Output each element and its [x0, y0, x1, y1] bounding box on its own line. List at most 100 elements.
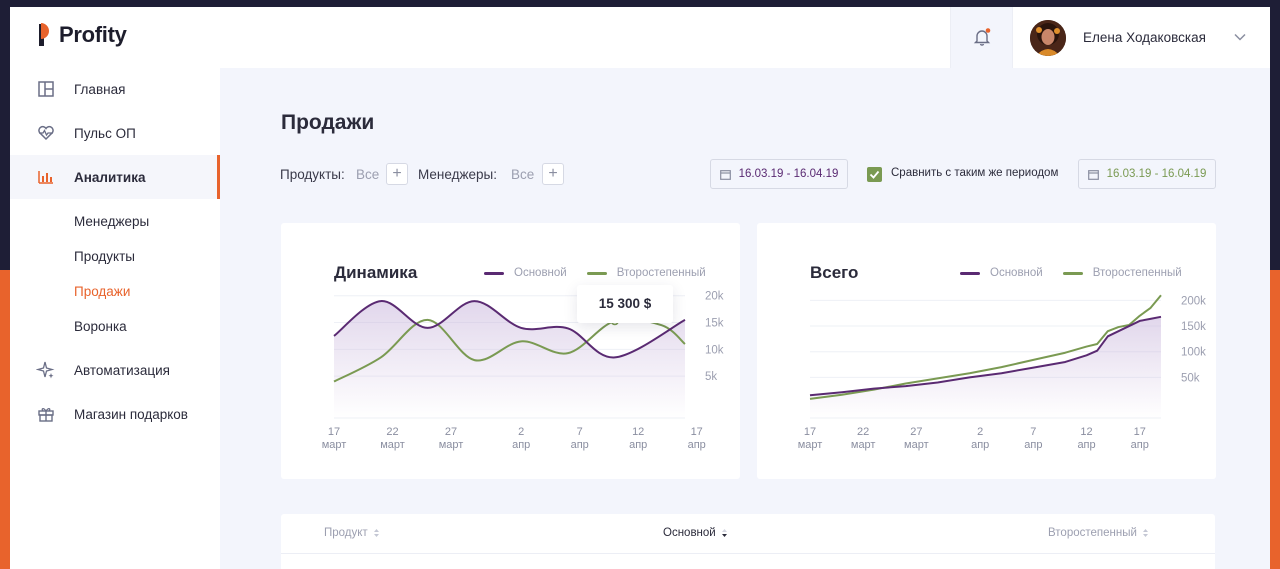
column-header-label: Второстепенный [1048, 527, 1137, 539]
y-tick-label: 10k [705, 344, 724, 356]
legend-label-primary: Основной [990, 267, 1043, 279]
sales-table-body [281, 554, 1215, 569]
legend-swatch-secondary [586, 271, 607, 275]
date-range-primary[interactable]: 16.03.19 - 16.04.19 [710, 159, 848, 189]
legend-swatch-secondary [1062, 271, 1083, 275]
sidebar-item-label: Магазин подарков [74, 406, 188, 422]
column-header-label: Продукт [324, 527, 368, 539]
x-tick-label: 22 [386, 426, 398, 438]
x-tick-label: 27 [445, 426, 457, 438]
dynamics-chart[interactable]: 20k15k10k5k17март22март27март2апр7апр12а… [281, 223, 740, 479]
chart-legend: Основной Второстепенный [484, 267, 706, 279]
series-area-primary [334, 301, 685, 418]
y-tick-label: 5k [705, 371, 717, 383]
managers-filter-value[interactable]: Все [511, 167, 535, 182]
add-manager-filter-button[interactable]: + [542, 163, 564, 185]
x-tick-label: 2 [977, 426, 983, 438]
avatar[interactable] [1030, 20, 1066, 56]
total-chart-card: Всего Основной Второстепенный 200k 150k 10… [757, 223, 1216, 479]
gift-icon [38, 408, 54, 422]
x-tick-label: апр [1024, 439, 1042, 451]
column-header-product[interactable]: Продукт [324, 527, 380, 539]
column-header-primary[interactable]: Основной [663, 527, 728, 539]
bar-chart-icon [38, 171, 53, 184]
x-tick-label: 27 [910, 426, 922, 438]
sidebar-item-home[interactable]: Главная [10, 67, 220, 111]
x-tick-label: 7 [577, 426, 583, 438]
sidebar-subitem-sales[interactable]: Продажи [74, 284, 131, 299]
topbar: Елена Ходаковская [220, 7, 1270, 68]
sidebar-item-pulse[interactable]: Пульс ОП [10, 111, 220, 155]
sidebar-subitem-products[interactable]: Продукты [74, 249, 135, 264]
x-tick-label: 12 [632, 426, 644, 438]
sidebar-item-label: Главная [74, 81, 126, 97]
sort-icon [373, 529, 379, 537]
user-name[interactable]: Елена Ходаковская [1083, 30, 1206, 45]
bell-icon [973, 28, 991, 46]
y-tick-label: 50k [1181, 372, 1200, 384]
y-tick-label: 15k [705, 318, 724, 330]
sparkle-icon [36, 361, 55, 379]
column-header-secondary[interactable]: Второстепенный [1048, 527, 1149, 539]
series-line-secondary [809, 294, 1162, 400]
total-chart[interactable]: 200k150k100k50k17март22март27март2апр7ап… [757, 223, 1216, 479]
app-window: Profity Главная Пульс ОП Аналитика Менед… [10, 7, 1270, 569]
products-filter-value[interactable]: Все [356, 167, 380, 182]
calendar-icon [719, 169, 731, 180]
x-tick-label: март [798, 439, 823, 451]
sidebar-item-label: Пульс ОП [74, 125, 136, 141]
x-tick-label: 12 [1080, 426, 1092, 438]
dynamics-chart-card: Динамика Основной Второстепенный 20k 15k 1… [281, 223, 740, 479]
x-tick-label: 17 [328, 426, 340, 438]
legend-label-secondary: Второстепенный [1092, 267, 1182, 279]
x-tick-label: 17 [1134, 426, 1146, 438]
sort-icon [1142, 529, 1148, 537]
brand-name: Profity [59, 22, 127, 47]
sidebar-subitem-managers[interactable]: Менеджеры [74, 214, 150, 229]
x-tick-label: март [851, 439, 876, 451]
notifications-button[interactable] [950, 7, 1013, 68]
logo[interactable]: Profity [38, 22, 127, 48]
sidebar: Profity Главная Пульс ОП Аналитика Менед… [10, 7, 220, 569]
sidebar-item-label: Аналитика [74, 169, 146, 185]
x-tick-label: март [439, 439, 464, 451]
sidebar-item-analytics[interactable]: Аналитика [10, 155, 220, 199]
series-line-primary [333, 300, 686, 359]
series-area-primary [810, 316, 1161, 418]
date-range-primary-label: 16.03.19 - 16.04.19 [738, 168, 839, 180]
chart-title: Всего [810, 263, 859, 282]
column-header-label: Основной [663, 527, 716, 539]
y-tick-label: 200k [1181, 295, 1206, 307]
add-product-filter-button[interactable]: + [386, 163, 408, 185]
sidebar-item-gift-shop[interactable]: Магазин подарков [10, 392, 220, 436]
page-title: Продажи [281, 111, 375, 134]
x-tick-label: апр [512, 439, 530, 451]
x-tick-label: апр [1077, 439, 1095, 451]
series-line-primary [809, 315, 1162, 397]
x-tick-label: апр [571, 439, 589, 451]
legend-label-secondary: Второстепенный [616, 267, 706, 279]
legend-swatch-primary [960, 271, 980, 275]
layout-icon [38, 81, 54, 97]
sidebar-subitem-funnel[interactable]: Воронка [74, 319, 127, 334]
compare-label[interactable]: Сравнить с таким же периодом [891, 167, 1059, 179]
x-tick-label: апр [1131, 439, 1149, 451]
compare-checkbox[interactable] [867, 167, 882, 182]
x-tick-label: март [322, 439, 347, 451]
date-range-secondary-label: 16.03.19 - 16.04.19 [1106, 168, 1207, 180]
y-tick-label: 100k [1181, 347, 1206, 359]
x-tick-label: март [380, 439, 405, 451]
date-range-secondary[interactable]: 16.03.19 - 16.04.19 [1078, 159, 1216, 189]
calendar-icon [1087, 169, 1099, 180]
x-tick-label: 2 [518, 426, 524, 438]
products-filter-label: Продукты: [280, 167, 345, 182]
sidebar-item-automation[interactable]: Автоматизация [10, 348, 220, 392]
legend-swatch-primary [484, 271, 504, 275]
x-tick-label: апр [971, 439, 989, 451]
checkmark-icon [869, 170, 880, 179]
x-tick-label: апр [688, 439, 706, 451]
sort-desc-icon [721, 529, 727, 537]
chart-legend: Основной Второстепенный [960, 267, 1182, 279]
chevron-down-icon[interactable] [1234, 33, 1246, 41]
user-photo [1030, 20, 1066, 56]
